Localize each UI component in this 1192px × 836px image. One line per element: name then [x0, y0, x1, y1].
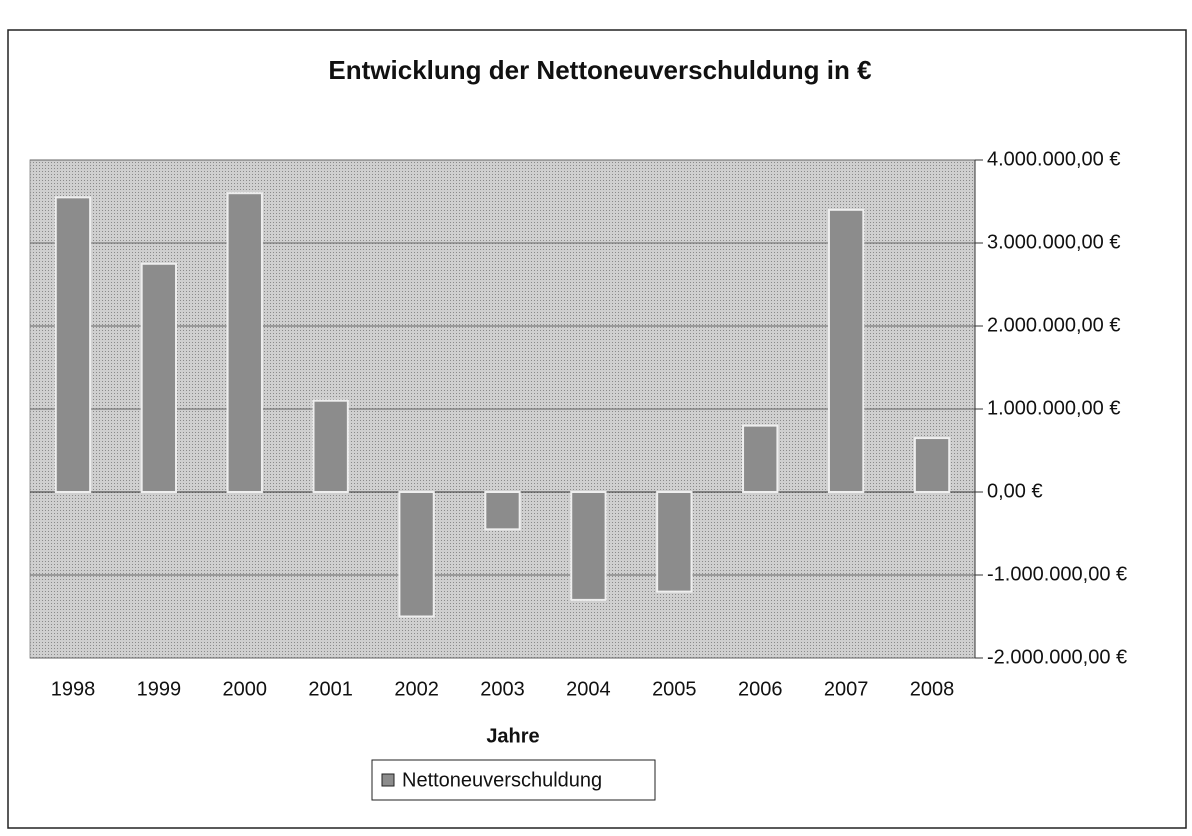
x-tick-label: 2004: [566, 678, 611, 700]
legend-box: [371, 759, 656, 801]
bar: [656, 491, 693, 593]
bar: [140, 262, 178, 493]
y-tick-label: 1.000.000,00 €: [987, 397, 1120, 419]
x-tick-label: 2007: [824, 678, 869, 700]
bar: [742, 424, 779, 494]
y-tick-label: -2.000.000,00 €: [987, 646, 1127, 668]
x-tick-label: 2001: [308, 678, 353, 700]
bar: [484, 491, 521, 531]
x-tick-label: 2005: [652, 678, 697, 700]
x-tick-label: 1999: [137, 678, 182, 700]
x-tick-label: 2003: [480, 678, 525, 700]
x-tick-label: 2002: [394, 678, 439, 700]
legend-swatch: [381, 773, 395, 787]
bar: [827, 208, 865, 494]
y-tick-label: -1.000.000,00 €: [987, 563, 1127, 585]
x-tick-label: 2008: [910, 678, 955, 700]
y-tick-label: 3.000.000,00 €: [987, 231, 1120, 253]
bar: [54, 196, 92, 493]
bar: [398, 491, 435, 618]
x-tick-label: 1998: [51, 678, 96, 700]
bar: [226, 192, 263, 493]
y-tick-label: 2.000.000,00 €: [987, 314, 1120, 336]
bar: [913, 437, 951, 493]
bar: [570, 491, 607, 601]
x-axis-label: Jahre: [486, 725, 539, 747]
x-tick-label: 2000: [223, 678, 268, 700]
x-tick-label: 2006: [738, 678, 783, 700]
legend-label: Nettoneuverschuldung: [402, 769, 602, 791]
y-tick-label: 4.000.000,00 €: [987, 148, 1120, 170]
chart-title: Entwicklung der Nettoneuverschuldung in …: [328, 55, 871, 85]
y-tick-label: 0,00 €: [987, 480, 1043, 502]
bar: [312, 399, 349, 494]
